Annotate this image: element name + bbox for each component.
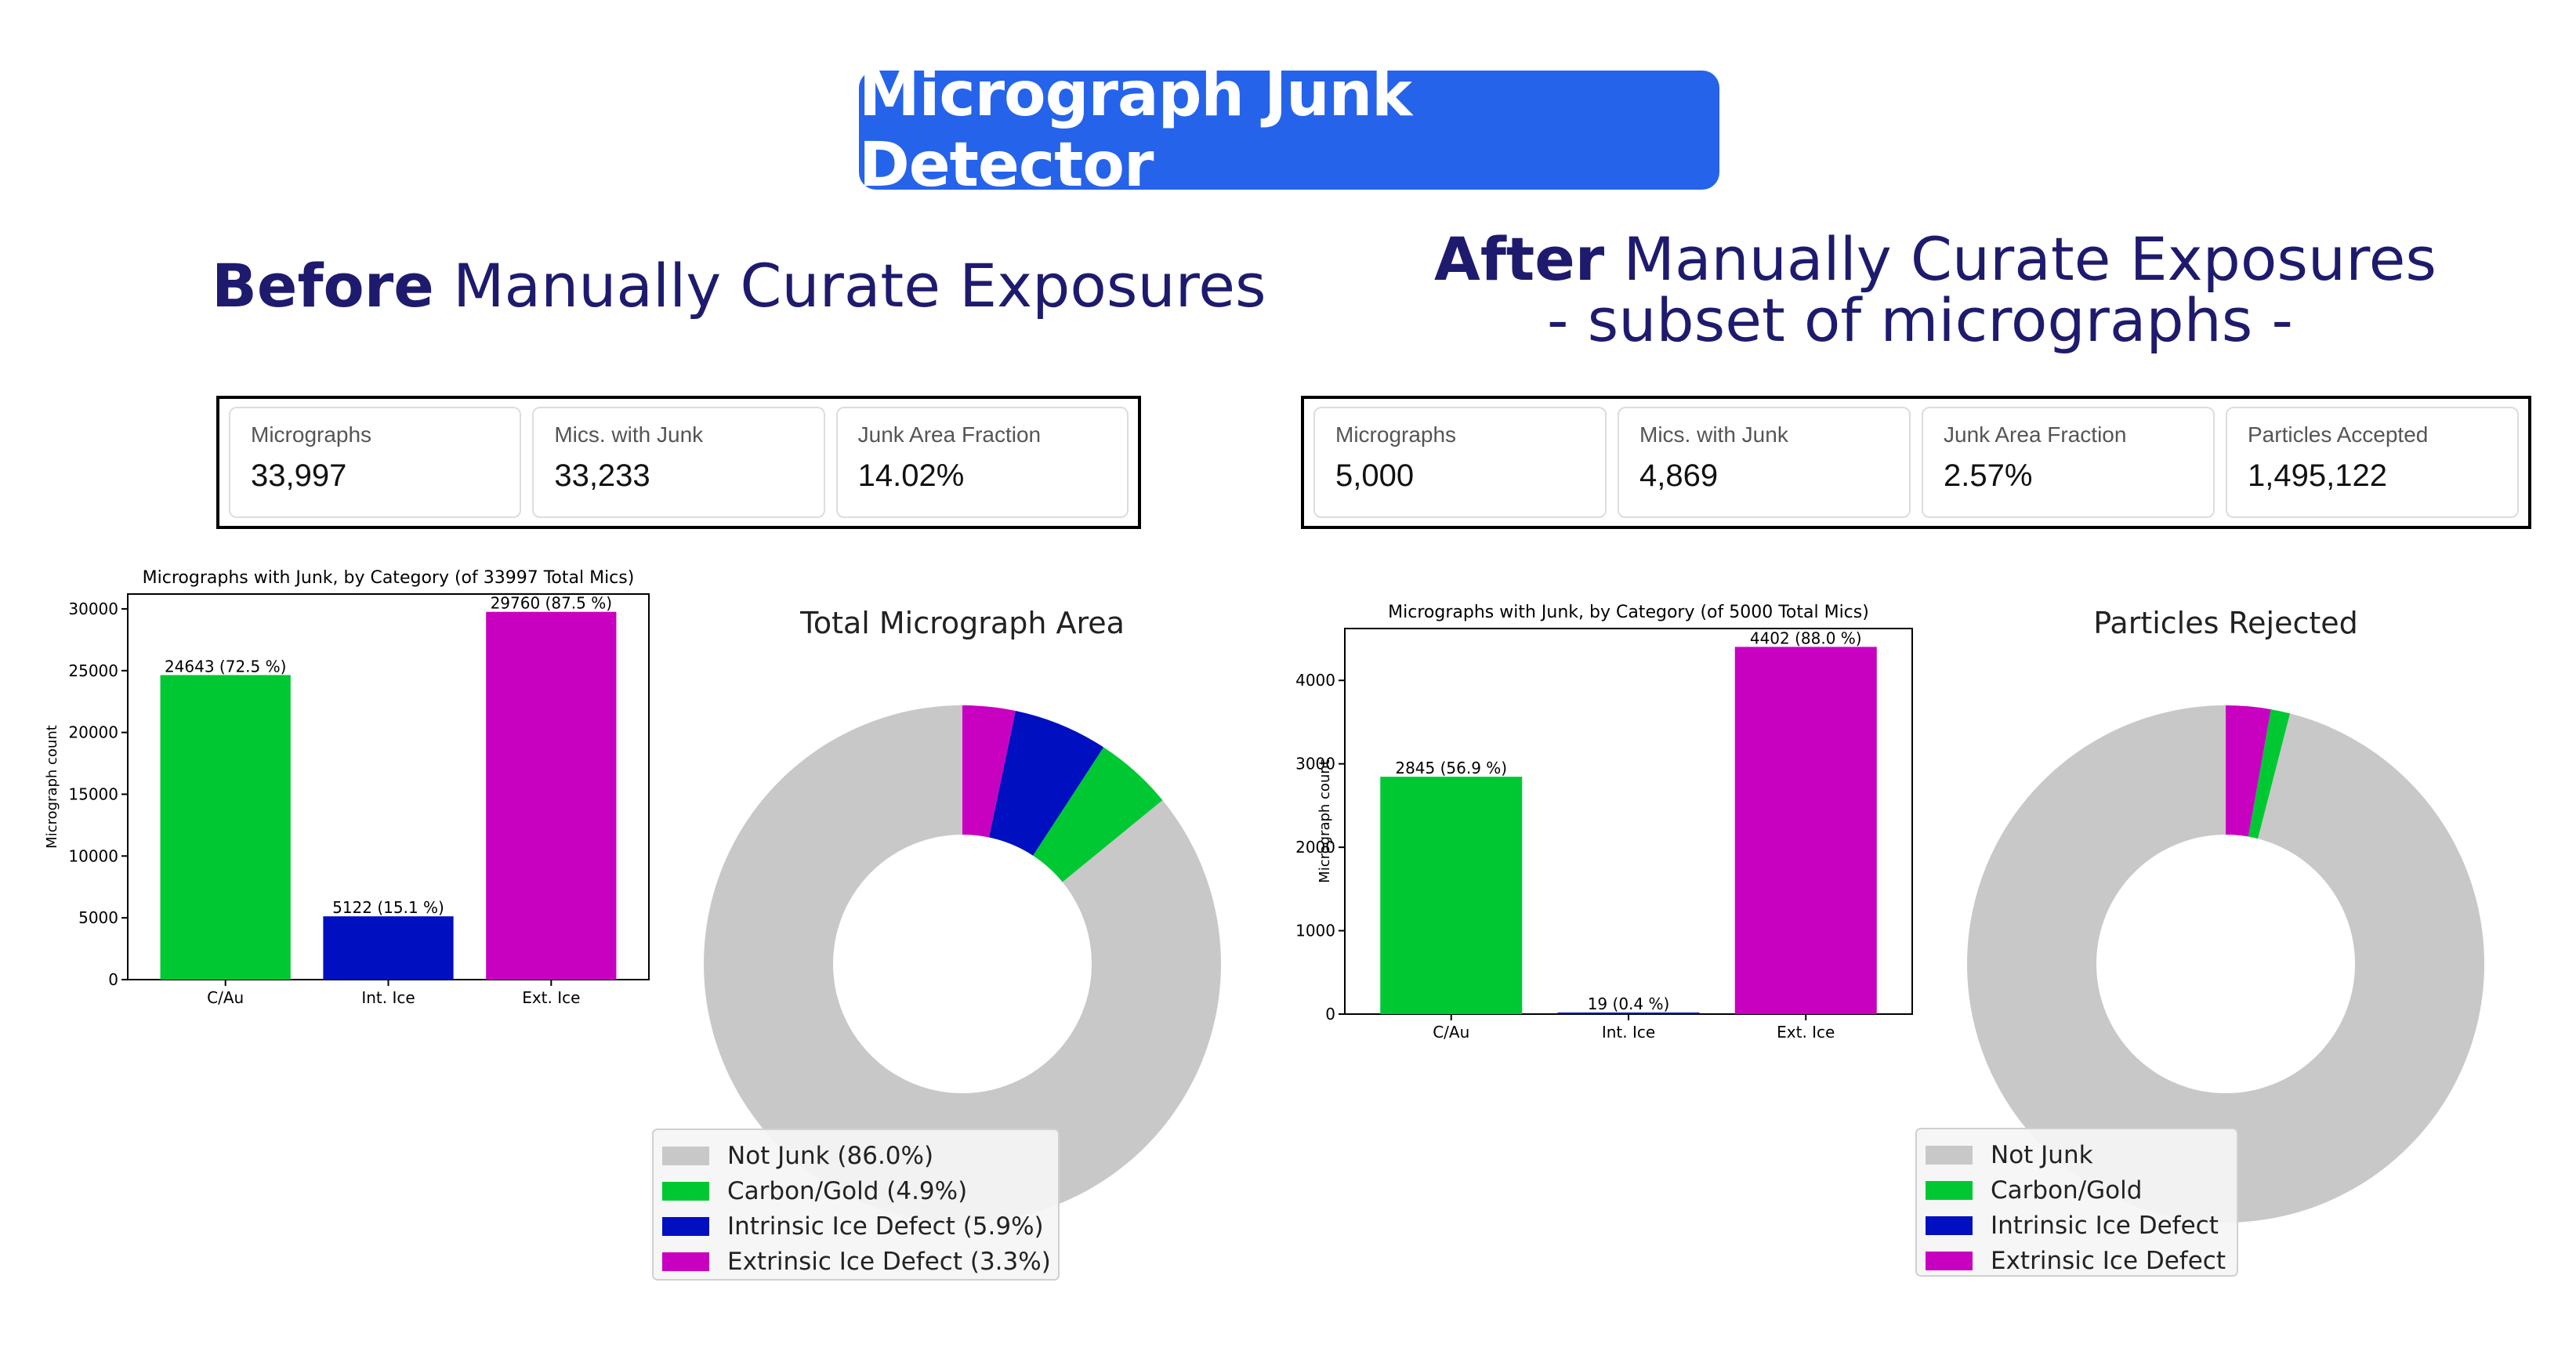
y-tick-label: 15000 xyxy=(68,784,118,803)
stat-value: 33,233 xyxy=(554,458,650,493)
after-stat-micrographs: Micrographs 5,000 xyxy=(1313,407,1607,518)
y-tick-label: 5000 xyxy=(78,908,118,927)
bar-chart-title: Micrographs with Junk, by Category (of 3… xyxy=(143,568,635,588)
legend-swatch xyxy=(1926,1216,1973,1235)
legend-swatch xyxy=(662,1147,709,1165)
stat-label: Junk Area Fraction xyxy=(857,422,1042,447)
y-tick-label: 25000 xyxy=(68,661,118,680)
bar-data-label: 19 (0.4 %) xyxy=(1588,995,1670,1013)
after-stats-panel: Micrographs 5,000 Mics. with Junk 4,869 Ju… xyxy=(1301,396,2531,529)
before-stat-junk-area: Junk Area Fraction 14.02% xyxy=(835,407,1129,518)
stat-value: 33,997 xyxy=(251,458,347,493)
x-tick-label: Ext. Ice xyxy=(1777,1023,1835,1042)
pie-slice-intrinsic-ice-defect xyxy=(988,711,1104,856)
pie-chart-title: Total Micrograph Area xyxy=(799,606,1125,640)
pie-slice-extrinsic-ice-defect xyxy=(2226,705,2271,837)
x-tick-label: C/Au xyxy=(207,988,244,1007)
after-heading: After Manually Curate Exposures - subset… xyxy=(1434,229,2437,355)
before-stat-mics-with-junk: Mics. with Junk 33,233 xyxy=(532,407,825,518)
bar-c-au xyxy=(160,675,291,980)
legend-swatch xyxy=(662,1252,709,1271)
before-heading: Before Manually Curate Exposures xyxy=(212,255,1266,317)
x-tick-label: Ext. Ice xyxy=(522,988,580,1007)
legend-box xyxy=(652,1129,1060,1281)
after-stat-particles-accepted: Particles Accepted 1,495,122 xyxy=(2226,407,2519,518)
pie-slice-not-junk xyxy=(1966,705,2484,1223)
x-tick-label: Int. Ice xyxy=(361,988,415,1007)
pie-slice-not-junk xyxy=(704,705,1221,1223)
before-stat-micrographs: Micrographs 33,997 xyxy=(229,407,522,518)
stat-label: Junk Area Fraction xyxy=(1944,422,2127,447)
bar-int-ice xyxy=(323,916,454,980)
legend-label: Carbon/Gold (4.9%) xyxy=(727,1177,967,1205)
y-tick-label: 3000 xyxy=(1295,755,1335,774)
y-tick-label: 1000 xyxy=(1295,922,1335,940)
bar-int-ice xyxy=(1557,1012,1700,1014)
y-axis-label: Micrograph count xyxy=(1317,759,1333,883)
stat-label: Mics. with Junk xyxy=(1639,422,1788,447)
after-heading-rest: Manually Curate Exposures xyxy=(1604,224,2437,294)
stat-value: 1,495,122 xyxy=(2248,458,2387,493)
bar-data-label: 24643 (72.5 %) xyxy=(165,657,286,676)
legend-swatch xyxy=(1926,1181,1973,1200)
bar-data-label: 5122 (15.1 %) xyxy=(332,898,444,917)
stat-label: Micrographs xyxy=(251,422,372,447)
x-tick-label: C/Au xyxy=(1433,1023,1469,1042)
stat-value: 14.02% xyxy=(857,458,965,493)
stat-value: 4,869 xyxy=(1639,458,1719,493)
legend-label: Intrinsic Ice Defect xyxy=(1991,1212,2219,1240)
before-stats-panel: Micrographs 33,997 Mics. with Junk 33,233 … xyxy=(216,396,1141,529)
legend-label: Intrinsic Ice Defect (5.9%) xyxy=(727,1212,1044,1241)
after-stat-mics-with-junk: Mics. with Junk 4,869 xyxy=(1618,407,1911,518)
y-tick-label: 4000 xyxy=(1295,671,1335,690)
after-heading-line2: - subset of micrographs - xyxy=(1547,285,2293,355)
bar-data-label: 29760 (87.5 %) xyxy=(491,594,612,613)
legend-swatch xyxy=(662,1217,709,1236)
stat-label: Mics. with Junk xyxy=(554,422,704,447)
bar-c-au xyxy=(1380,777,1523,1014)
before-heading-rest: Manually Curate Exposures xyxy=(433,251,1266,321)
bar-ext-ice xyxy=(486,611,617,980)
pie-legend: Not Junk Carbon/Gold Intrinsic Ice Defect E… xyxy=(1915,1128,2238,1277)
pie-legend: Not Junk (86.0%) Carbon/Gold (4.9%) Intrin… xyxy=(652,1129,1060,1281)
legend-swatch xyxy=(1926,1146,1973,1165)
stat-label: Micrographs xyxy=(1335,422,1457,447)
legend-label: Extrinsic Ice Defect (3.3%) xyxy=(727,1248,1051,1276)
y-tick-label: 0 xyxy=(1325,1005,1335,1023)
y-axis-label: Micrograph count xyxy=(44,725,60,849)
x-tick-label: Int. Ice xyxy=(1602,1023,1655,1042)
y-tick-label: 0 xyxy=(108,970,118,989)
pie-slice-carbon-gold xyxy=(1033,747,1163,882)
stat-value: 5,000 xyxy=(1335,458,1415,493)
pie-slice-carbon-gold xyxy=(2248,709,2291,839)
app-title: Micrograph Junk Detector xyxy=(859,60,1719,201)
after-heading-line1: After Manually Curate Exposures xyxy=(1434,229,2437,290)
pie-slice-extrinsic-ice-defect xyxy=(962,705,1016,838)
stat-label: Particles Accepted xyxy=(2248,422,2429,447)
y-tick-label: 30000 xyxy=(68,600,118,618)
legend-swatch xyxy=(1926,1252,1973,1270)
y-tick-label: 20000 xyxy=(68,723,118,742)
legend-swatch xyxy=(662,1182,709,1201)
y-tick-label: 2000 xyxy=(1295,838,1335,857)
legend-label: Carbon/Gold xyxy=(1991,1176,2142,1205)
bar-chart-title: Micrographs with Junk, by Category (of 5… xyxy=(1388,603,1869,622)
legend-label: Extrinsic Ice Defect xyxy=(1991,1247,2226,1275)
bar-data-label: 4402 (88.0 %) xyxy=(1750,629,1862,647)
stat-value: 2.57% xyxy=(1944,458,2033,493)
y-tick-label: 10000 xyxy=(68,846,118,865)
pie-chart-title: Particles Rejected xyxy=(2093,606,2358,640)
after-heading-bold: After xyxy=(1434,224,1605,294)
legend-box xyxy=(1915,1128,2238,1277)
before-heading-bold: Before xyxy=(212,251,434,321)
after-stat-junk-area: Junk Area Fraction 2.57% xyxy=(1922,407,2215,518)
legend-label: Not Junk xyxy=(1991,1141,2093,1169)
legend-label: Not Junk (86.0%) xyxy=(727,1142,933,1170)
bar-ext-ice xyxy=(1734,647,1877,1014)
bar-data-label: 2845 (56.9 %) xyxy=(1395,759,1507,777)
